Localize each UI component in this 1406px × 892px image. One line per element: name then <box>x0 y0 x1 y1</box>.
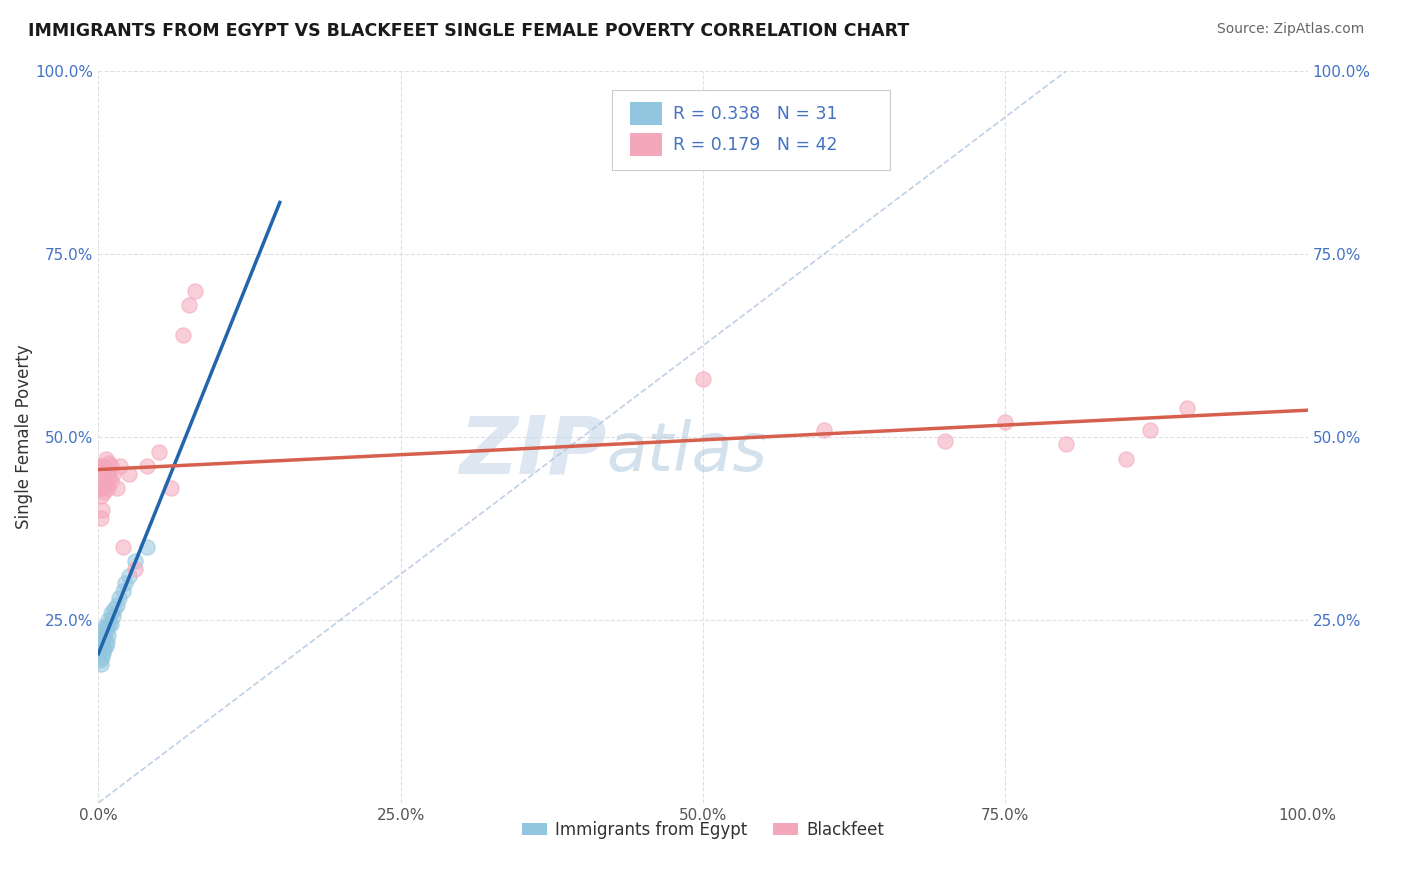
FancyBboxPatch shape <box>630 102 662 126</box>
Y-axis label: Single Female Poverty: Single Female Poverty <box>15 345 34 529</box>
Point <box>98 456 121 470</box>
Point <box>91 635 114 649</box>
Point <box>91 481 114 495</box>
Point <box>93 632 115 646</box>
Point <box>91 463 114 477</box>
Point <box>97 613 120 627</box>
Point <box>100 459 122 474</box>
Point <box>934 434 956 448</box>
Point <box>90 489 112 503</box>
FancyBboxPatch shape <box>630 133 662 156</box>
Point <box>93 642 115 657</box>
Point <box>90 510 112 524</box>
Point <box>111 583 134 598</box>
Point <box>135 459 157 474</box>
Point <box>91 639 114 653</box>
Point <box>89 653 111 667</box>
Point <box>135 540 157 554</box>
Point <box>97 627 120 641</box>
Point <box>96 477 118 491</box>
Point <box>124 554 146 568</box>
Point <box>91 503 114 517</box>
Point <box>91 477 114 491</box>
Point <box>90 642 112 657</box>
Point <box>90 657 112 671</box>
Point <box>1115 452 1137 467</box>
Point <box>105 481 128 495</box>
Point <box>124 562 146 576</box>
Point <box>89 459 111 474</box>
Point <box>172 327 194 342</box>
Point <box>994 416 1017 430</box>
Point <box>101 609 124 624</box>
Point <box>93 474 115 488</box>
Point <box>94 452 117 467</box>
Text: Source: ZipAtlas.com: Source: ZipAtlas.com <box>1216 22 1364 37</box>
Point <box>114 576 136 591</box>
Point <box>98 616 121 631</box>
Point <box>105 599 128 613</box>
Point <box>100 474 122 488</box>
Point <box>100 606 122 620</box>
Point <box>93 620 115 634</box>
Point <box>813 423 835 437</box>
Legend: Immigrants from Egypt, Blackfeet: Immigrants from Egypt, Blackfeet <box>516 814 890 846</box>
Point <box>1139 423 1161 437</box>
Point <box>118 467 141 481</box>
Point <box>91 624 114 638</box>
Point <box>93 485 115 500</box>
Point <box>98 470 121 484</box>
Point <box>96 620 118 634</box>
Text: ZIP: ZIP <box>458 413 606 491</box>
Point <box>108 459 131 474</box>
Point <box>692 371 714 385</box>
Text: atlas: atlas <box>606 418 768 484</box>
Point <box>96 463 118 477</box>
Point <box>111 540 134 554</box>
Point <box>103 602 125 616</box>
Point <box>101 467 124 481</box>
Point <box>94 624 117 638</box>
FancyBboxPatch shape <box>613 90 890 170</box>
Point <box>148 444 170 458</box>
Text: R = 0.338   N = 31: R = 0.338 N = 31 <box>672 104 837 123</box>
Point <box>91 649 114 664</box>
Point <box>108 591 131 605</box>
Text: R = 0.179   N = 42: R = 0.179 N = 42 <box>672 136 837 153</box>
Point <box>97 481 120 495</box>
Point <box>179 298 201 312</box>
Point <box>93 459 115 474</box>
Point <box>184 284 207 298</box>
Point <box>96 635 118 649</box>
Point <box>94 639 117 653</box>
Point <box>1175 401 1198 415</box>
Point <box>89 481 111 495</box>
Point <box>91 459 114 474</box>
Point <box>91 646 114 660</box>
Point <box>90 632 112 646</box>
Text: IMMIGRANTS FROM EGYPT VS BLACKFEET SINGLE FEMALE POVERTY CORRELATION CHART: IMMIGRANTS FROM EGYPT VS BLACKFEET SINGL… <box>28 22 910 40</box>
Point <box>94 467 117 481</box>
Point <box>97 467 120 481</box>
Point <box>1054 437 1077 451</box>
Point <box>89 639 111 653</box>
Point <box>160 481 183 495</box>
Point <box>118 569 141 583</box>
Point <box>100 616 122 631</box>
